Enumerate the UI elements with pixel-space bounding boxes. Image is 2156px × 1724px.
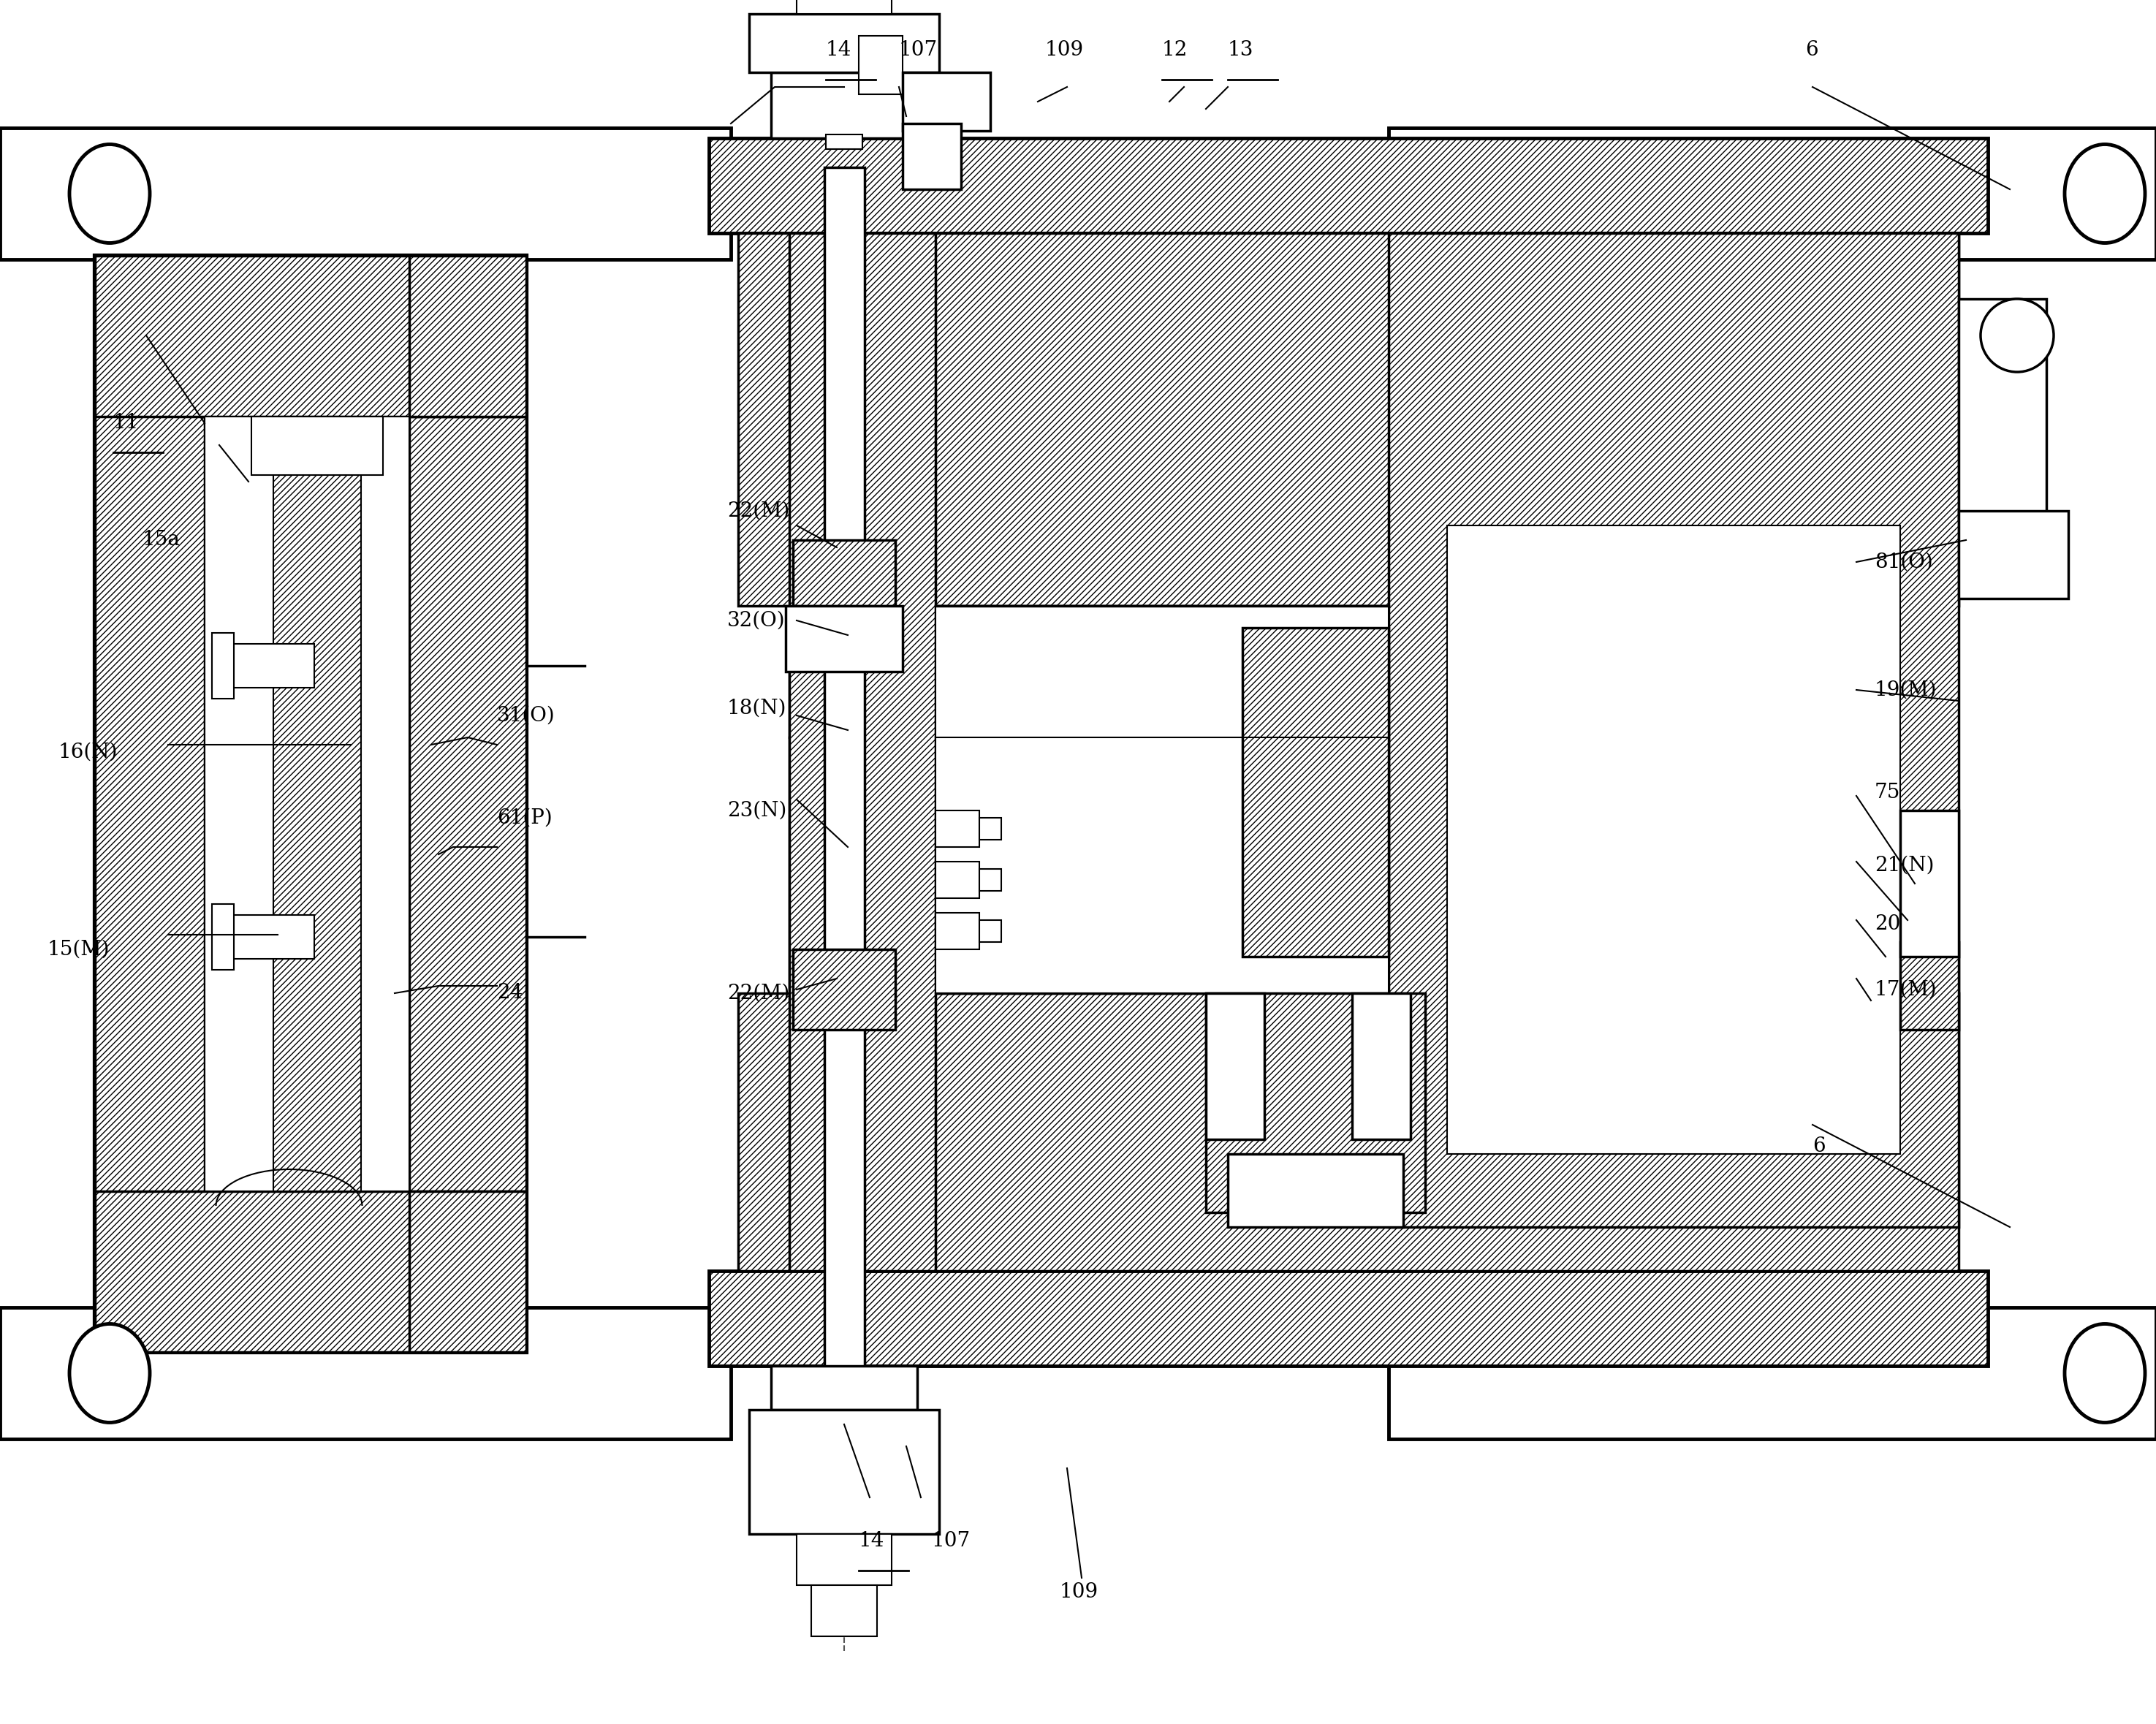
Bar [1352, 993, 1410, 1140]
Text: 17(M): 17(M) [1874, 979, 1938, 1000]
Bar [274, 417, 360, 1191]
Text: 24: 24 [498, 983, 522, 1003]
Bar [95, 255, 526, 1352]
Bar [1388, 128, 2156, 259]
Text: 81(O): 81(O) [1874, 552, 1934, 572]
Text: 11: 11 [114, 414, 140, 433]
Text: 22(M): 22(M) [727, 502, 789, 521]
Ellipse shape [69, 145, 149, 243]
Text: 18(N): 18(N) [727, 698, 787, 717]
Bar [793, 540, 895, 605]
Bar [789, 233, 936, 1271]
Text: 32(O): 32(O) [727, 610, 785, 631]
Bar [1899, 941, 1958, 1029]
Text: 12: 12 [1162, 41, 1188, 60]
Bar [211, 643, 315, 688]
Text: 6: 6 [1805, 41, 1818, 60]
Text: 14: 14 [858, 1531, 884, 1552]
Bar [789, 738, 1899, 993]
Text: 61(P): 61(P) [498, 809, 552, 828]
Text: 19(M): 19(M) [1874, 679, 1936, 700]
Text: 15a: 15a [142, 531, 181, 550]
Text: 15(M): 15(M) [47, 940, 110, 959]
Bar [1205, 993, 1263, 1140]
Bar [410, 417, 526, 1191]
Bar [748, 14, 940, 72]
Ellipse shape [2065, 145, 2145, 243]
Text: 16(N): 16(N) [58, 741, 119, 762]
Bar [936, 605, 1388, 993]
Bar [709, 1271, 1988, 1365]
Bar [211, 633, 233, 698]
Bar [737, 993, 1958, 1271]
Bar [1205, 993, 1425, 1212]
Bar [1958, 298, 2046, 519]
Bar [858, 36, 903, 95]
Bar [1899, 810, 1958, 957]
Text: 14: 14 [826, 41, 852, 60]
Bar [410, 1191, 526, 1352]
Text: 13: 13 [1227, 41, 1253, 60]
Text: 22(M): 22(M) [727, 983, 789, 1003]
Text: 6: 6 [1813, 1136, 1826, 1157]
Text: 107: 107 [931, 1531, 970, 1552]
Bar [0, 128, 731, 259]
Bar [95, 255, 205, 1352]
Bar [1242, 628, 1388, 957]
Bar [903, 72, 990, 131]
Ellipse shape [69, 1324, 149, 1422]
Bar [796, 1534, 893, 1584]
Text: 20: 20 [1874, 914, 1899, 934]
Bar [936, 862, 979, 898]
Bar [1388, 233, 1958, 1227]
Text: 23(N): 23(N) [727, 800, 787, 821]
Bar [796, 0, 893, 14]
Bar [1388, 1307, 2156, 1440]
Bar [785, 605, 903, 672]
Bar [1227, 1153, 1404, 1227]
Bar [95, 255, 526, 417]
Bar [979, 817, 1000, 840]
Text: 21(N): 21(N) [1874, 855, 1934, 876]
Bar [95, 1191, 526, 1352]
Bar [772, 72, 916, 138]
Bar [211, 903, 233, 971]
Bar [903, 124, 962, 190]
Bar [772, 1365, 916, 1410]
Bar [1958, 510, 2068, 598]
Bar [205, 417, 410, 1191]
Text: 107: 107 [899, 41, 938, 60]
Bar [793, 950, 895, 1029]
Bar [979, 869, 1000, 891]
Bar [824, 167, 865, 1410]
Bar [979, 921, 1000, 941]
Bar [0, 1307, 731, 1440]
Text: 75: 75 [1874, 783, 1899, 802]
Bar [936, 810, 979, 846]
Bar [410, 255, 526, 417]
Text: 31(O): 31(O) [498, 705, 556, 726]
Bar [252, 417, 384, 476]
Bar [936, 912, 979, 950]
Bar [1447, 526, 1899, 1153]
Ellipse shape [2065, 1324, 2145, 1422]
Bar [709, 138, 1988, 233]
Bar [737, 233, 1958, 605]
Bar [211, 915, 315, 959]
Bar [811, 1584, 877, 1636]
Bar [789, 605, 1899, 738]
Bar [748, 1410, 940, 1534]
Text: 109: 109 [1046, 41, 1084, 60]
Bar [826, 134, 862, 148]
Circle shape [1981, 298, 2055, 372]
Text: 109: 109 [1061, 1583, 1100, 1602]
